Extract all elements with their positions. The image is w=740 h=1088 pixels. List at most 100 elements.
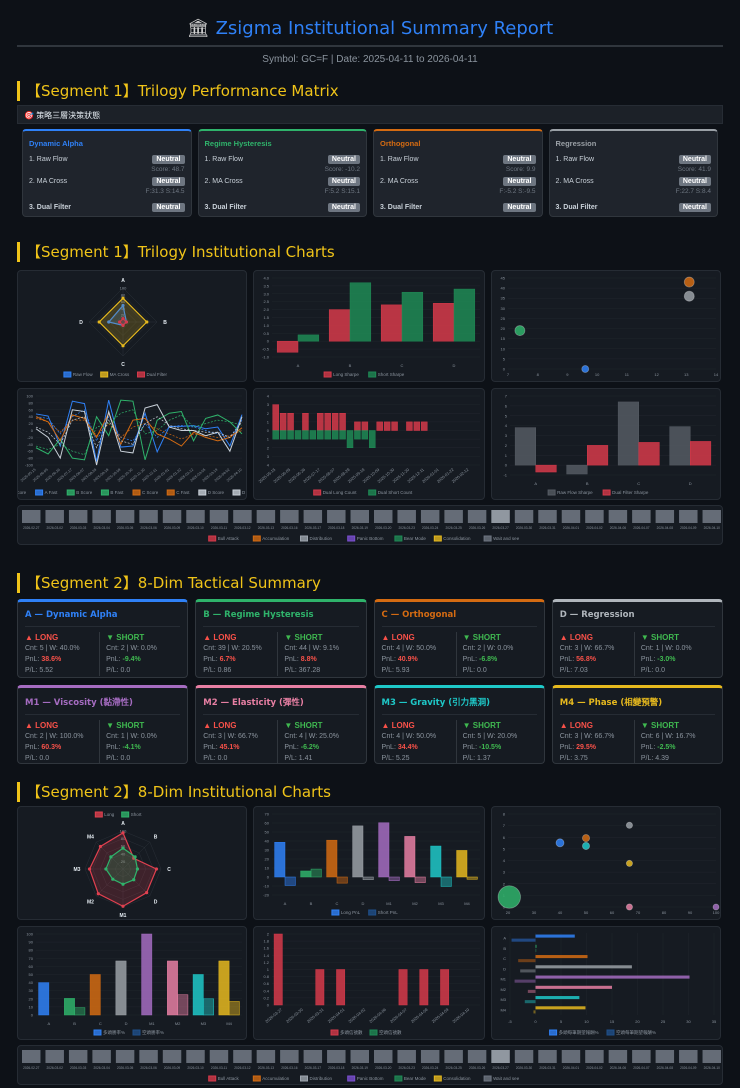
bar [339, 430, 346, 440]
y-tick-label: 10 [29, 1004, 34, 1009]
radar-point [135, 867, 140, 871]
timeline-date: 2026-03-12 [234, 1066, 251, 1070]
target-icon: 🎯 [24, 111, 37, 120]
short-column: ▼ SHORT Cnt: 6 | W: 16.7% PnL: -2.5% P/L: 4… [633, 720, 715, 764]
x-tick-label: A [284, 901, 287, 906]
y-tick-label: 2 [503, 881, 506, 886]
timeline-date: 2026-03-26 [469, 526, 486, 530]
legend-label: 空頭信號數 [379, 1029, 402, 1036]
legend-label: Short Sharpe [378, 372, 405, 377]
legend-swatch [300, 535, 308, 542]
count-winrate: Cnt: 44 | W: 9.1% [284, 645, 339, 652]
x-tick-label: 20 [635, 1019, 640, 1024]
short-column: ▼ SHORT Cnt: 44 | W: 9.1% PnL: 8.8% P/L: 36… [277, 632, 358, 676]
legend-swatch [132, 1029, 141, 1036]
chart-panel: -100 -80 -60 -40 -20 0 20 40 60 80 100 2025-05-15 20… [17, 388, 247, 500]
y-tick-label: -80 [27, 456, 34, 461]
legend-label: Dual Long Count [323, 490, 358, 495]
y-tick-label: 0 [31, 428, 34, 433]
bar [273, 933, 283, 1006]
pnl-value: -6.2% [300, 744, 320, 751]
x-tick-label: 10 [584, 1019, 589, 1024]
pnl-label: PnL: [381, 656, 398, 663]
scatter-point [582, 841, 591, 850]
legend-swatch [394, 535, 403, 542]
profit-loss-ratio: P/L: 3.75 [559, 755, 588, 762]
legend-label: Panic Bottom [357, 1076, 384, 1081]
count-winrate: Cnt: 3 | W: 66.7% [559, 733, 615, 740]
pnl-line: PnL: 29.5% [560, 742, 634, 753]
section-heading: 【Segment 1】Trilogy Performance Matrix [17, 81, 723, 101]
legend-item: Bear Mode [394, 535, 426, 542]
timeline-cell [256, 1050, 276, 1063]
y-tick-label: D [503, 966, 506, 971]
timeline-date: 2026-03-17 [305, 526, 322, 530]
legend-item: Dual Short Count [368, 489, 413, 496]
y-tick-label: 10 [265, 866, 270, 871]
timeline-date: 2026-03-10 [187, 1066, 204, 1070]
radar-point [118, 320, 122, 324]
bar [324, 413, 331, 431]
pnl-value: 8.8% [300, 656, 317, 663]
tactical-card: D — Regression ▲ LONG Cnt: 3 | W: 66.7% PnL… [551, 599, 723, 678]
timeline-cell [702, 1050, 721, 1063]
radar-point [145, 891, 149, 895]
timeline-cell [632, 510, 651, 523]
timeline-cell [467, 1050, 487, 1063]
y-tick-label: 1 [267, 967, 270, 972]
tactical-card: B — Regime Hysteresis ▲ LONG Cnt: 39 | W: … [195, 599, 367, 678]
timeline-date: 2026-03-06 [140, 526, 157, 530]
section-heading: 【Segment 1】Trilogy Institutional Charts [17, 242, 723, 262]
row-label: 3. Dual Filter [380, 203, 423, 211]
legend-swatch [252, 535, 261, 542]
status-badge: Neutral [327, 154, 360, 164]
timeline-date: 2026-03-23 [399, 526, 416, 530]
series-line [35, 416, 243, 449]
scatter-point [555, 838, 565, 848]
y-tick-label: 1.0 [263, 323, 269, 328]
y-tick-label: 6 [505, 403, 508, 408]
bar [203, 998, 214, 1016]
timeline-date: 2026-03-27 [492, 1066, 509, 1070]
pnl-line: PnL: 38.6% [25, 654, 99, 665]
pnl-line: PnL: -4.1% [106, 742, 180, 753]
timeline-cell [350, 510, 369, 523]
legend-item: 多頭每筆期望報酬% [549, 1029, 599, 1036]
legend-swatch [137, 371, 145, 378]
profit-loss-ratio: P/L: 5.25 [381, 755, 410, 762]
status-badge: Neutral [678, 154, 711, 164]
legend-swatch [323, 371, 332, 378]
x-tick-label: 2026-03-30 [285, 1006, 304, 1023]
y-tick-label: 20 [29, 421, 34, 426]
legend-item: 空頭每筆期望報酬% [606, 1029, 656, 1036]
x-tick-label: 2026-02-12 [451, 466, 470, 483]
bar-chart: -20 -10 0 10 20 30 40 50 60 70 A B C D M1 M2 M3 M4 Long Pn… [263, 812, 480, 916]
row-label: 3. Dual Filter [29, 203, 72, 211]
legend-swatch [606, 1029, 615, 1036]
bar [413, 421, 421, 431]
card-columns: ▲ LONG Cnt: 4 | W: 50.0% PnL: 34.4% P/L: 5.… [382, 720, 537, 764]
row-label: 2. MA Cross [29, 177, 68, 185]
timeline-cell [186, 1050, 205, 1063]
pnl-value: 60.3% [41, 744, 62, 751]
timeline-cell [22, 1050, 41, 1063]
radar-point [121, 904, 125, 908]
x-tick-label: 80 [662, 910, 667, 915]
timeline-date: 2026-03-31 [539, 526, 556, 530]
x-tick-label: B [73, 1021, 76, 1026]
strategy-card: Regression 1. Raw Flow Neutral Score: 41.9 2… [548, 129, 718, 217]
x-tick-label: 100 [713, 910, 720, 915]
row-label: 1. Raw Flow [29, 155, 68, 163]
legend-label: C Fast [176, 490, 190, 495]
timeline-date: 2026-04-08 [657, 1066, 674, 1070]
x-tick-label: 2026-04-06 [368, 1006, 387, 1023]
legend-label: Wait and see [493, 1076, 520, 1081]
row-label: 3. Dual Filter [204, 203, 247, 211]
y-tick-label: -60 [27, 449, 34, 454]
radar-point [145, 320, 149, 324]
profit-loss-ratio: P/L: 0.86 [203, 667, 232, 674]
card-title: C — Orthogonal [381, 607, 537, 627]
tactical-card: C — Orthogonal ▲ LONG Cnt: 4 | W: 50.0% PnL… [373, 599, 545, 678]
radial-tick-label: 100 [120, 829, 127, 834]
legend-item: Dual Filter [137, 371, 168, 378]
